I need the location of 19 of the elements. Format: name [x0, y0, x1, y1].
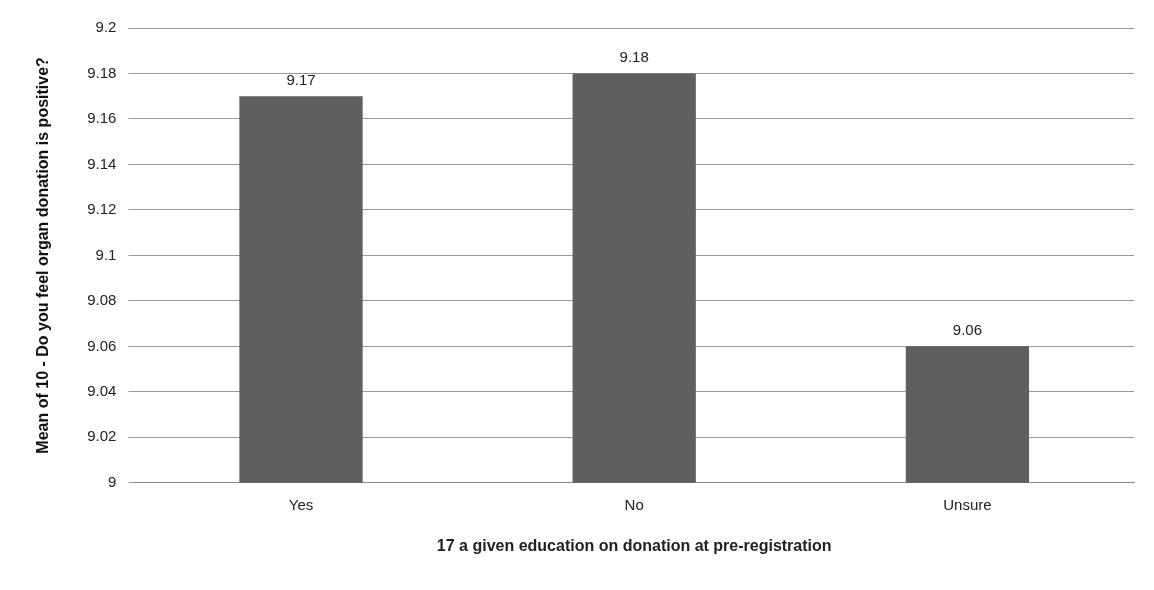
x-tick-label: Unsure: [943, 495, 992, 513]
data-label: 9.06: [952, 321, 982, 338]
y-tick-label: 9.02: [87, 427, 117, 445]
x-tick-label: No: [624, 495, 644, 513]
y-tick-label: 9.14: [87, 154, 117, 172]
y-tick-label: 9.08: [87, 291, 117, 309]
y-tick-label: 9.12: [87, 200, 117, 218]
data-label: 9.18: [619, 48, 649, 66]
y-tick-label: 9.04: [87, 381, 117, 399]
y-tick-label: 9.1: [95, 245, 117, 263]
y-tick-label: 9.06: [87, 336, 117, 354]
y-tick-label: 9: [108, 472, 117, 490]
y-tick-label: 9.2: [95, 18, 117, 36]
x-tick-label: Yes: [288, 495, 314, 513]
x-axis-title: 17 a given education on donation at pre-registration: [436, 536, 832, 554]
y-axis-title: Mean of 10 - Do you feel organ donation is positive?: [34, 57, 52, 454]
y-tick-label: 9.18: [87, 63, 117, 81]
data-label: 9.17: [286, 70, 316, 88]
y-tick-label: 9.16: [87, 109, 117, 127]
